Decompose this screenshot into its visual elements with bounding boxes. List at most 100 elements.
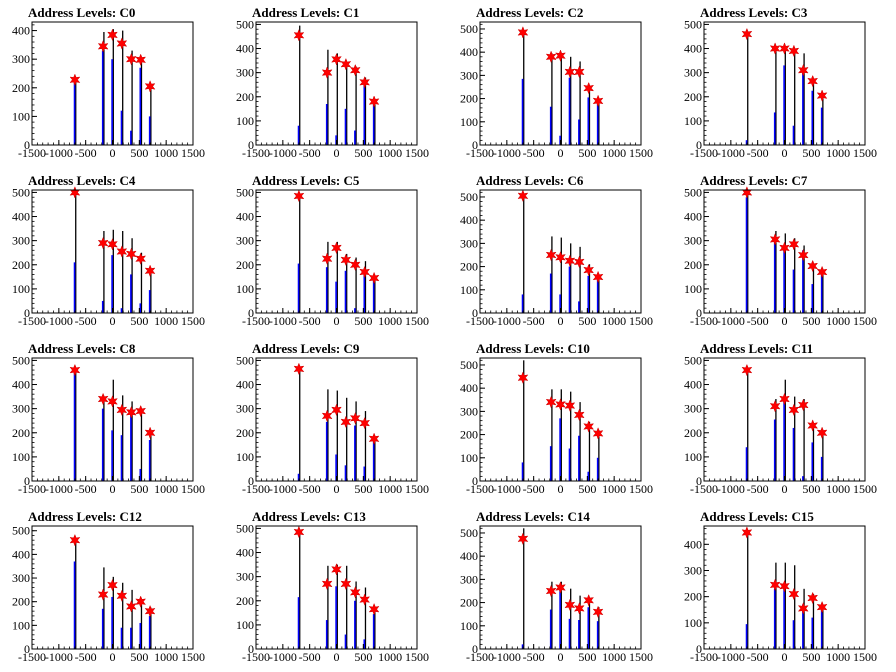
chart-title: Address Levels: C6 — [476, 173, 584, 188]
peak-star-marker — [368, 271, 380, 285]
peak-star-marker — [116, 245, 128, 258]
histogram-panel: Address Levels: C5 0 100 200 300 400 500 -1500-… — [224, 168, 448, 336]
y-tick-label: 400 — [460, 213, 478, 227]
y-tick-label: 500 — [684, 185, 702, 199]
y-tick-label: 100 — [12, 282, 30, 296]
y-tick-label: 0 — [472, 306, 478, 320]
peak-star-marker — [779, 241, 790, 255]
peak-star-marker — [69, 363, 81, 377]
y-tick-label: 100 — [236, 450, 254, 464]
y-tick-label: 300 — [460, 572, 478, 586]
x-tick-label: 0 — [782, 314, 788, 328]
x-tick-label: -1000 — [45, 650, 73, 664]
peak-star-marker — [321, 66, 333, 79]
histogram-panel: Address Levels: C2 0 100 200 300 400 500 -1500-… — [448, 0, 672, 168]
x-tick-label: -1000 — [717, 314, 745, 328]
peak-star-marker — [97, 588, 109, 601]
peak-star-marker — [368, 432, 380, 446]
y-tick-label: 0 — [24, 474, 30, 488]
y-tick-label: 200 — [460, 92, 478, 106]
x-tick-label: 1500 — [181, 482, 205, 496]
peak-star-marker — [368, 95, 380, 108]
peak-star-marker — [545, 248, 557, 262]
x-tick-label: -1500 — [18, 146, 46, 160]
x-tick-label: -500 — [523, 650, 545, 664]
peak-star-marker — [573, 408, 585, 422]
x-tick-label: -1000 — [493, 482, 521, 496]
peak-star-marker — [797, 398, 809, 412]
y-tick-label: 200 — [12, 258, 30, 272]
peak-star-marker — [788, 587, 800, 601]
x-tick-label: 1500 — [853, 650, 877, 664]
x-tick-label: 0 — [558, 650, 564, 664]
y-tick-label: 200 — [684, 590, 702, 604]
y-tick-label: 400 — [684, 42, 702, 56]
y-tick-label: 200 — [460, 428, 478, 442]
histogram-panel: Address Levels: C1 0 100 200 300 400 500 -1500-… — [224, 0, 448, 168]
histogram-plot: 0 100 200 300 400 500 -1500-1000 -500 0 500 1000 15… — [236, 185, 429, 328]
y-tick-label: 300 — [684, 234, 702, 248]
x-tick-label: 0 — [110, 650, 116, 664]
peak-star-marker — [349, 63, 361, 77]
peak-star-marker — [340, 577, 352, 591]
y-tick-label: 100 — [236, 618, 254, 632]
peak-star-marker — [107, 28, 118, 42]
peak-star-marker — [321, 577, 333, 591]
y-tick-label: 200 — [684, 258, 702, 272]
x-tick-label: -500 — [299, 314, 321, 328]
chart-title: Address Levels: C0 — [28, 5, 136, 20]
x-tick-label: 0 — [334, 314, 340, 328]
histogram-panel: Address Levels: C12 0 100 200 300 400 500 -1500… — [0, 504, 224, 672]
y-tick-label: 200 — [12, 595, 30, 609]
x-tick-label: 1500 — [629, 650, 653, 664]
peak-star-marker — [816, 89, 828, 102]
peak-star-marker — [797, 63, 809, 77]
peak-star-marker — [564, 598, 576, 612]
peak-star-marker — [293, 525, 305, 539]
x-tick-label: -1000 — [493, 146, 521, 160]
x-tick-label: -1000 — [269, 146, 297, 160]
x-tick-label: -1500 — [690, 146, 718, 160]
x-tick-label: -500 — [523, 314, 545, 328]
x-tick-label: 1500 — [629, 482, 653, 496]
x-tick-label: 500 — [802, 482, 820, 496]
x-tick-label: 500 — [802, 314, 820, 328]
y-tick-label: 100 — [236, 114, 254, 128]
y-tick-label: 100 — [460, 283, 478, 297]
x-tick-label: 1500 — [629, 146, 653, 160]
histogram-plot: 0 100 200 300 400 500 -1500-1000 -500 0 500 1000 15… — [460, 357, 653, 496]
x-tick-label: 1500 — [181, 650, 205, 664]
x-tick-label: 500 — [130, 650, 148, 664]
x-tick-label: -500 — [75, 650, 97, 664]
peak-star-marker — [321, 252, 333, 265]
chart-title: Address Levels: C14 — [476, 509, 590, 524]
plot-frame — [479, 21, 642, 146]
peak-star-marker — [359, 416, 371, 430]
y-tick-label: 200 — [684, 90, 702, 104]
x-tick-label: 1500 — [853, 314, 877, 328]
x-tick-label: 0 — [110, 482, 116, 496]
x-tick-label: 1500 — [405, 650, 429, 664]
y-tick-label: 300 — [12, 402, 30, 416]
peak-star-marker — [517, 189, 529, 203]
y-tick-label: 300 — [236, 402, 254, 416]
peak-star-marker — [779, 392, 790, 406]
x-tick-label: -500 — [299, 650, 321, 664]
y-tick-label: 100 — [684, 114, 702, 128]
y-tick-label: 400 — [12, 547, 30, 561]
peak-star-marker — [545, 584, 557, 598]
chart-title: Address Levels: C10 — [476, 341, 590, 356]
chart-title: Address Levels: C12 — [28, 509, 142, 524]
y-tick-label: 100 — [460, 619, 478, 633]
y-tick-label: 100 — [684, 616, 702, 630]
y-tick-label: 0 — [696, 474, 702, 488]
y-tick-label: 300 — [684, 402, 702, 416]
x-tick-label: 1000 — [602, 314, 626, 328]
histogram-plot: 0 100 200 300 400 500 -1500-1000 -500 0 500 1000 15… — [684, 185, 877, 328]
x-tick-label: 500 — [578, 650, 596, 664]
peak-star-marker — [125, 247, 137, 261]
y-tick-label: 400 — [684, 210, 702, 224]
histogram-plot: 0 100 200 300 400 500 -1500-1000 -500 0 500 1000 15… — [684, 17, 877, 160]
histogram-plot: 0 100 200 300 400 500 -1500-1000 -500 0 500 1000 15… — [12, 353, 205, 496]
peak-star-marker — [583, 594, 595, 607]
